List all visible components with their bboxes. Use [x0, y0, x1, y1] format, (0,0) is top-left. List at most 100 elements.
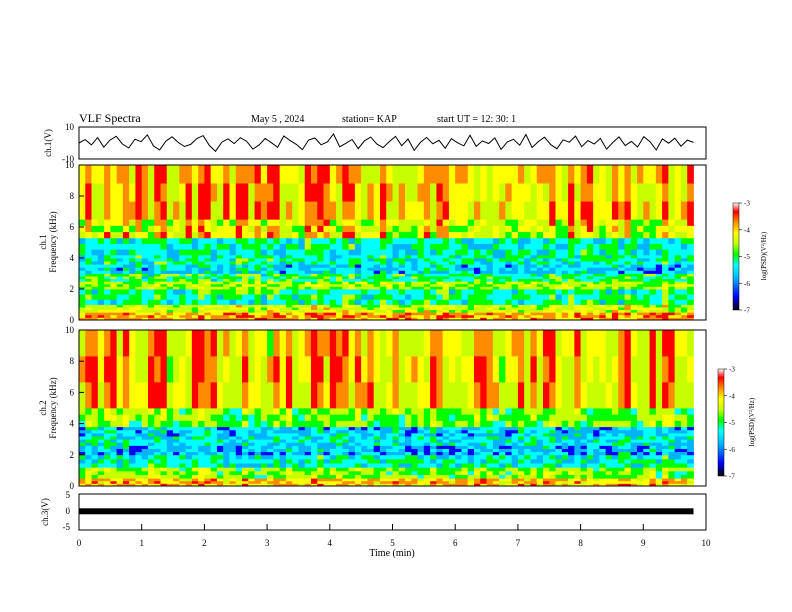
spectrogram-cell — [242, 258, 249, 262]
spectrogram-cell — [210, 304, 218, 308]
spectrogram-cell — [91, 429, 99, 434]
spectrogram-cell — [248, 299, 255, 305]
spectrogram-cell — [442, 454, 450, 460]
spectrogram-cell — [279, 470, 287, 475]
spectrogram-cell — [122, 183, 130, 202]
spectrogram-cell — [116, 414, 124, 421]
spectrogram-cell — [160, 270, 168, 274]
spectrogram-cell — [91, 442, 99, 446]
spectrogram-cell — [492, 286, 500, 290]
spectrogram-cell — [605, 294, 613, 300]
spectrogram-cell — [160, 304, 168, 308]
spectrogram-cell — [430, 289, 437, 295]
spectrogram-cell — [292, 483, 299, 487]
spectrogram-cell — [542, 451, 550, 456]
spectrogram-cell — [79, 426, 86, 431]
spectrogram-cell — [448, 267, 456, 271]
spectrogram-cell — [129, 436, 136, 440]
spectrogram-cell — [292, 219, 299, 226]
spectrogram-cell — [166, 283, 174, 287]
spectrogram-cell — [511, 309, 519, 313]
spectrogram-cell — [430, 231, 437, 239]
spectrogram-cell — [191, 249, 199, 256]
spectrogram-cell — [135, 445, 143, 449]
spectrogram-cell — [379, 264, 387, 268]
spectrogram-cell — [85, 183, 92, 202]
spectrogram-cell — [248, 314, 255, 318]
spectrogram-cell — [310, 330, 318, 357]
spectrogram-cell — [304, 458, 312, 464]
spectrogram-cell — [405, 451, 412, 456]
spectrogram-cell — [492, 278, 500, 282]
spectrogram-cell — [110, 304, 118, 308]
spectrogram-cell — [492, 439, 500, 443]
spectrogram-cell — [455, 451, 462, 456]
spectrogram-cell — [561, 312, 569, 316]
spectrogram-cell — [461, 470, 469, 475]
spectrogram-cell — [198, 278, 205, 282]
spectrogram-cell — [329, 480, 337, 484]
spectrogram-cell — [154, 261, 161, 265]
spectrogram-cell — [624, 270, 632, 274]
spectrogram-cell — [649, 286, 657, 290]
spectrogram-cell — [492, 267, 500, 271]
spectrogram-cell — [310, 283, 318, 287]
spectrogram-cell — [191, 442, 199, 446]
spectrogram-cell — [198, 445, 205, 449]
spectrogram-cell — [191, 278, 199, 282]
spectrogram-cell — [630, 299, 638, 305]
spectrogram-cell — [517, 448, 525, 453]
spectrogram-cell — [593, 231, 600, 239]
spectrogram-cell — [680, 299, 688, 305]
spectrogram-cell — [536, 270, 544, 274]
spectrogram-cell — [235, 439, 243, 443]
spectrogram-cell — [611, 312, 619, 316]
spectrogram-cell — [260, 283, 268, 287]
spectrogram-cell — [517, 454, 525, 460]
spectrogram-cell — [386, 309, 393, 313]
spectrogram-cell — [273, 183, 281, 202]
spectrogram-cell — [474, 429, 481, 434]
spectrogram-cell — [198, 289, 205, 295]
spectrogram-cell — [279, 237, 287, 244]
spectrogram-cell — [141, 243, 149, 250]
spectrogram-cell — [248, 225, 255, 233]
spectrogram-cell — [310, 243, 318, 250]
spectrogram-cell — [586, 231, 594, 239]
spectrogram-cell — [455, 309, 462, 313]
spectrogram-cell — [555, 470, 563, 475]
spectrogram-cell — [524, 201, 531, 220]
spectrogram-cell — [555, 439, 563, 443]
spectrogram-cell — [605, 312, 613, 316]
spectrogram-cell — [147, 474, 155, 479]
spectrogram-cell — [298, 429, 306, 434]
spectrogram-cell — [542, 408, 550, 415]
spectrogram-cell — [110, 294, 118, 300]
spectrogram-cell — [85, 307, 92, 311]
spectrogram-cell — [279, 474, 287, 479]
spectrogram-cell — [599, 165, 607, 184]
spectrogram-cell — [160, 273, 168, 277]
spectrogram-cell — [223, 317, 230, 321]
spectrogram-cell — [593, 254, 600, 259]
spectrogram-cell — [643, 243, 650, 250]
spectrogram-cell — [643, 201, 650, 220]
spectrogram-cell — [492, 276, 500, 280]
spectrogram-cell — [499, 286, 506, 290]
spectrogram-cell — [122, 426, 130, 431]
spectrogram-cell — [348, 270, 356, 274]
spectrogram-cell — [687, 165, 694, 184]
spectrogram-cell — [198, 264, 205, 268]
spectrogram-cell — [398, 463, 406, 468]
spectrogram-cell — [386, 249, 393, 256]
spectrogram-cell — [392, 237, 400, 244]
spectrogram-cell — [292, 432, 299, 437]
spectrogram-cell — [568, 382, 575, 409]
spectrogram-cell — [116, 231, 124, 239]
spectrogram-cell — [480, 261, 487, 265]
spectrogram-cell — [586, 480, 594, 484]
spectrogram-cell — [248, 356, 255, 383]
spectrogram-cell — [530, 286, 538, 290]
spectrogram-cell — [637, 314, 644, 318]
spectrogram-cell — [580, 299, 588, 305]
